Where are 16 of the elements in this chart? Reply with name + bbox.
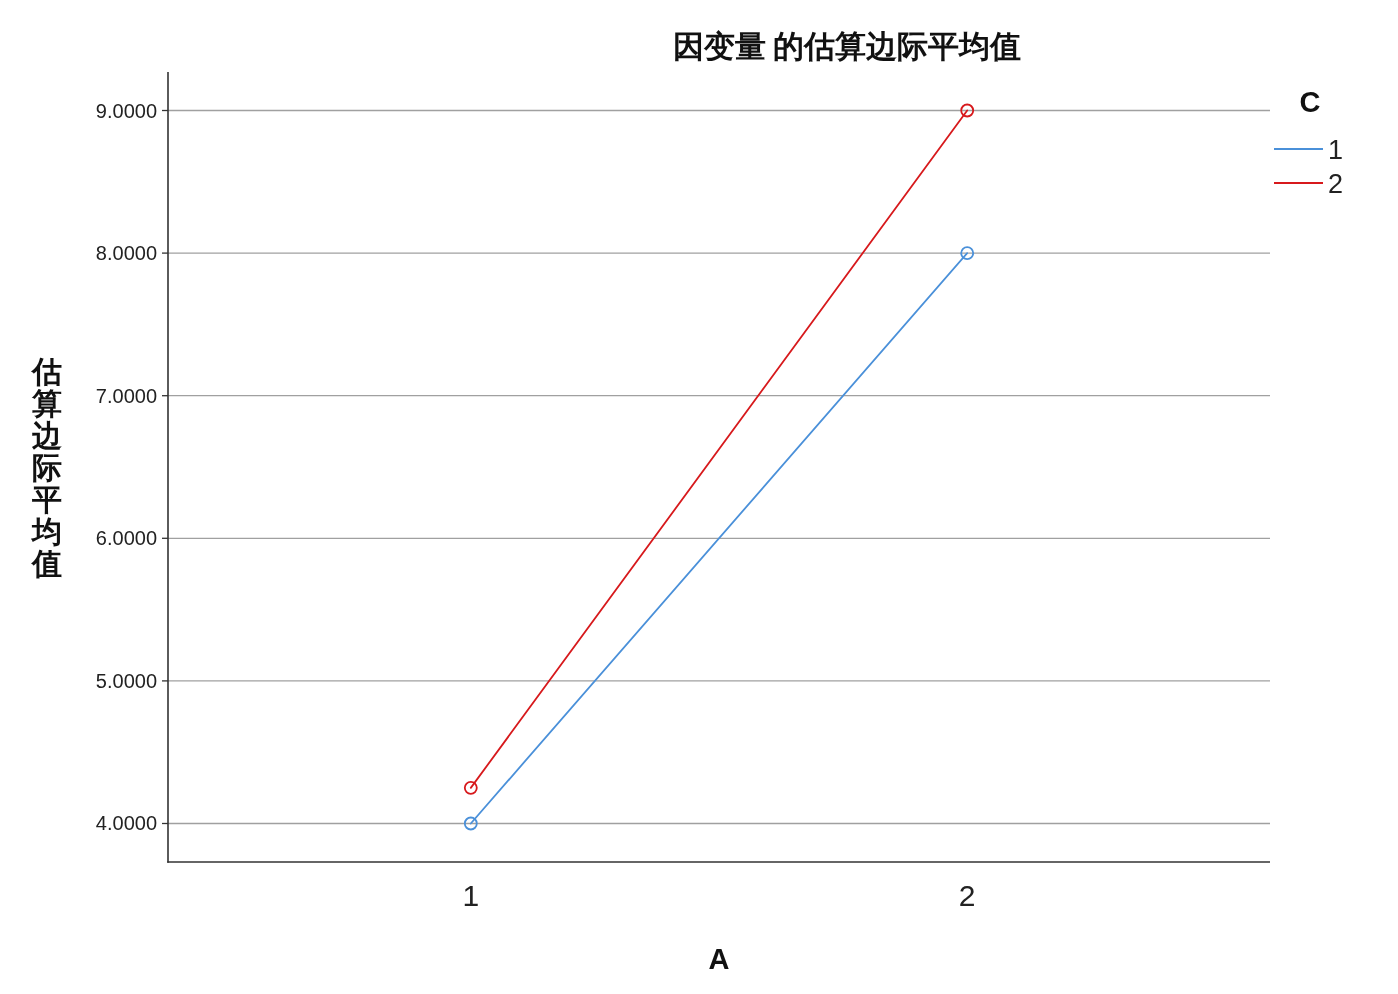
x-axis-title: A xyxy=(708,943,730,975)
y-tick-label: 4.0000 xyxy=(95,812,157,835)
legend-title: C xyxy=(1299,86,1321,118)
point xyxy=(960,103,975,118)
point xyxy=(463,780,478,795)
y-tick-label: 5.0000 xyxy=(95,669,157,692)
y-tick-label: 8.0000 xyxy=(95,242,157,265)
chart-title: 因变量 的估算边际平均值 xyxy=(672,28,1022,64)
y-tick-label: 7.0000 xyxy=(95,384,157,407)
legend-label: 2 xyxy=(1328,169,1344,199)
y-axis-title: 估算边际平均值 xyxy=(30,355,62,580)
point xyxy=(960,246,975,260)
y-tick-label: 6.0000 xyxy=(95,527,157,550)
y-tick-label: 9.0000 xyxy=(95,99,157,122)
point xyxy=(463,816,478,831)
legend-label: 1 xyxy=(1328,135,1344,165)
